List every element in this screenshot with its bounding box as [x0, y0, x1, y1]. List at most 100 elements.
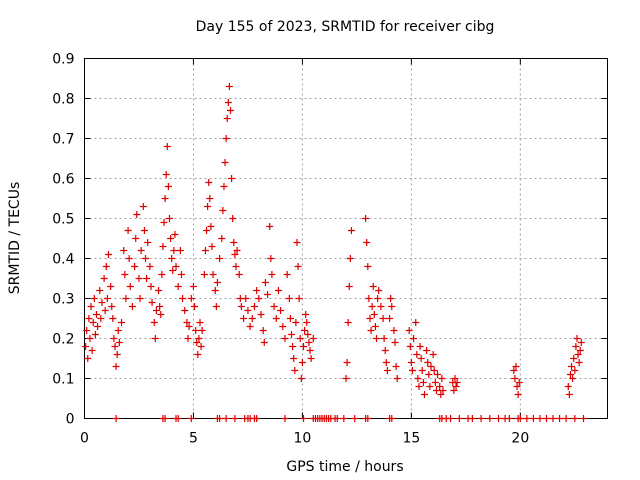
- data-point: [568, 363, 576, 370]
- y-tick-label: 0.2: [52, 332, 74, 348]
- data-point: [309, 335, 317, 342]
- data-point: [386, 315, 394, 322]
- data-point: [281, 335, 289, 342]
- data-point: [370, 311, 378, 318]
- data-point: [163, 143, 171, 150]
- data-point: [200, 271, 208, 278]
- data-point: [111, 343, 119, 350]
- data-point: [300, 343, 308, 350]
- data-point-zero: [174, 415, 182, 422]
- data-point: [347, 227, 355, 234]
- data-point: [191, 303, 199, 310]
- y-tick-label: 0.9: [52, 52, 74, 68]
- data-point: [366, 315, 374, 322]
- data-point: [419, 379, 427, 386]
- data-point: [96, 287, 104, 294]
- data-point-zero: [571, 415, 579, 422]
- data-point: [564, 383, 572, 390]
- data-point: [248, 315, 256, 322]
- data-point: [344, 319, 352, 326]
- data-point: [390, 327, 398, 334]
- data-point: [151, 335, 159, 342]
- data-point: [374, 295, 382, 302]
- y-tick-label: 0.1: [52, 372, 74, 388]
- y-tick-label: 0.8: [52, 92, 74, 108]
- data-point: [570, 355, 578, 362]
- data-point: [94, 323, 102, 330]
- data-point: [261, 279, 269, 286]
- data-point: [158, 271, 166, 278]
- data-point: [168, 255, 176, 262]
- data-point-zero: [231, 415, 239, 422]
- data-point: [406, 343, 414, 350]
- data-point: [413, 351, 421, 358]
- data-point: [346, 255, 354, 262]
- data-point: [184, 335, 192, 342]
- data-point-zero: [562, 415, 570, 422]
- data-point-zero: [523, 415, 531, 422]
- data-point-zero: [222, 415, 230, 422]
- data-point: [260, 339, 268, 346]
- data-point: [136, 295, 144, 302]
- data-point: [86, 335, 94, 342]
- data-point: [294, 263, 302, 270]
- data-point: [224, 99, 232, 106]
- data-point: [264, 291, 272, 298]
- data-point: [450, 387, 458, 394]
- data-point: [292, 319, 300, 326]
- data-point: [237, 303, 245, 310]
- data-point-zero: [340, 415, 348, 422]
- data-point: [426, 383, 434, 390]
- data-point: [420, 391, 428, 398]
- data-point: [171, 231, 179, 238]
- data-point: [417, 355, 425, 362]
- data-point: [155, 287, 163, 294]
- data-point: [375, 287, 383, 294]
- x-axis-label: GPS time / hours: [286, 459, 403, 475]
- data-point: [146, 263, 154, 270]
- data-point: [233, 247, 241, 254]
- data-point: [436, 383, 444, 390]
- data-point: [192, 327, 200, 334]
- data-point: [342, 375, 350, 382]
- data-point: [566, 371, 574, 378]
- data-point: [126, 283, 134, 290]
- data-point: [85, 315, 93, 322]
- data-point: [142, 255, 150, 262]
- data-point: [132, 235, 140, 242]
- data-point: [227, 107, 235, 114]
- plot-frame: [84, 58, 608, 419]
- data-point: [576, 347, 584, 354]
- data-point: [230, 239, 238, 246]
- data-point: [82, 343, 90, 350]
- data-point: [208, 243, 216, 250]
- data-point: [189, 283, 197, 290]
- x-axis: 0 5 10 15 20: [80, 58, 529, 447]
- data-point: [223, 115, 231, 122]
- data-point: [107, 283, 115, 290]
- data-point: [369, 283, 377, 290]
- data-point: [179, 295, 187, 302]
- y-axis: 0 0.1 0.2 0.3 0.4 0.5 0.6 0.7 0.8 0.9: [52, 52, 608, 428]
- data-point: [577, 339, 585, 346]
- data-point-zero: [516, 415, 524, 422]
- data-point: [250, 303, 258, 310]
- data-point: [194, 351, 202, 358]
- data-point-zero: [542, 415, 550, 422]
- y-axis-label: SRMTID / TECUs: [7, 182, 23, 295]
- data-point: [213, 279, 221, 286]
- data-point: [453, 379, 461, 386]
- data-point-zero: [556, 415, 564, 422]
- data-point: [229, 215, 237, 222]
- data-point-zero: [549, 415, 557, 422]
- data-point: [84, 355, 92, 362]
- data-point: [193, 339, 201, 346]
- data-point: [177, 271, 185, 278]
- data-point: [220, 183, 228, 190]
- data-point: [183, 319, 191, 326]
- data-point-zero: [447, 415, 455, 422]
- data-point: [172, 263, 180, 270]
- y-tick-label: 0.3: [52, 292, 74, 308]
- data-point: [167, 235, 175, 242]
- data-point: [383, 367, 391, 374]
